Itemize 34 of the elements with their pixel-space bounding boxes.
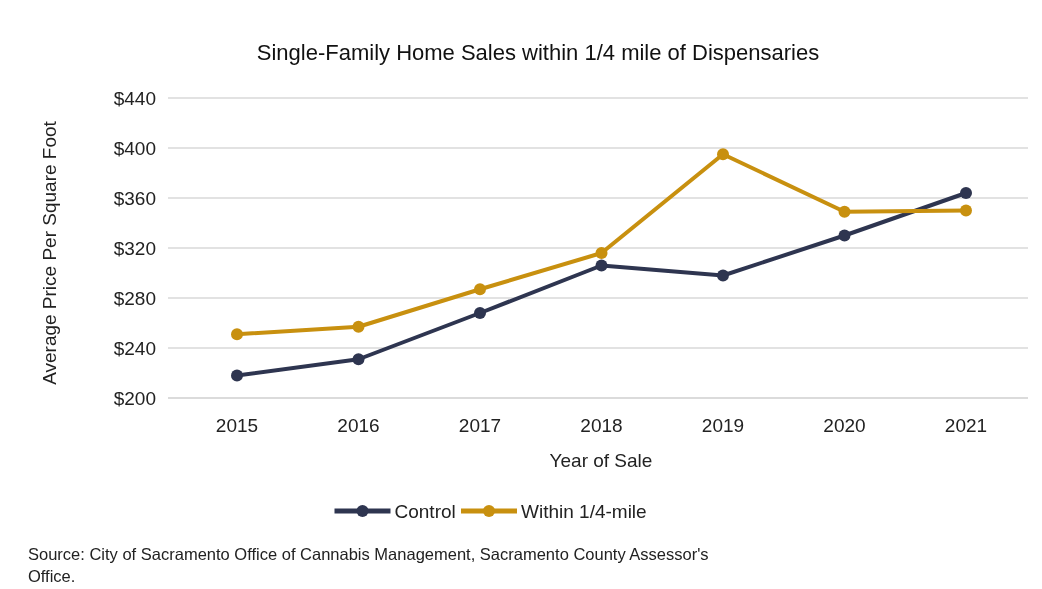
x-tick-label: 2021	[944, 415, 988, 436]
point	[231, 369, 243, 382]
point	[838, 205, 851, 218]
x-tick-label: 2018	[580, 415, 623, 436]
point	[595, 259, 608, 272]
y-tick-label: $400	[113, 137, 156, 159]
x-axis-title: Year of Sale	[549, 450, 653, 471]
x-tick-label: 2019	[701, 415, 745, 436]
y-tick-label: $440	[113, 87, 156, 109]
legend-label: Control	[394, 500, 456, 522]
x-tick-label: 2016	[337, 415, 380, 436]
point	[231, 328, 243, 341]
point	[960, 204, 972, 217]
y-tick-label: $320	[113, 237, 156, 259]
y-tick-label: $200	[113, 387, 156, 409]
point	[717, 148, 729, 161]
x-tick-label: 2020	[823, 415, 866, 436]
source-note: Source: City of Sacramento Office of Cannabis Management, Sacramento County Assessor's Office.	[28, 545, 709, 585]
point	[960, 187, 972, 199]
y-tick-label: $360	[113, 187, 156, 209]
y-tick-label: $240	[113, 337, 156, 359]
point	[838, 229, 851, 242]
point	[352, 320, 365, 333]
x-tick-label: 2017	[458, 415, 502, 436]
point	[474, 307, 486, 319]
point	[595, 247, 608, 259]
x-tick-label: 2015	[215, 415, 259, 436]
point	[474, 283, 486, 296]
y-axis-title: Average Price Per Square Foot	[39, 120, 60, 385]
point	[352, 353, 365, 366]
y-tick-label: $280	[113, 287, 156, 309]
legend-label: Within 1/4-mile	[521, 500, 647, 522]
point	[717, 269, 729, 282]
chart-title: Single-Family Home Sales within 1/4 mile of Dispensaries	[256, 40, 820, 65]
